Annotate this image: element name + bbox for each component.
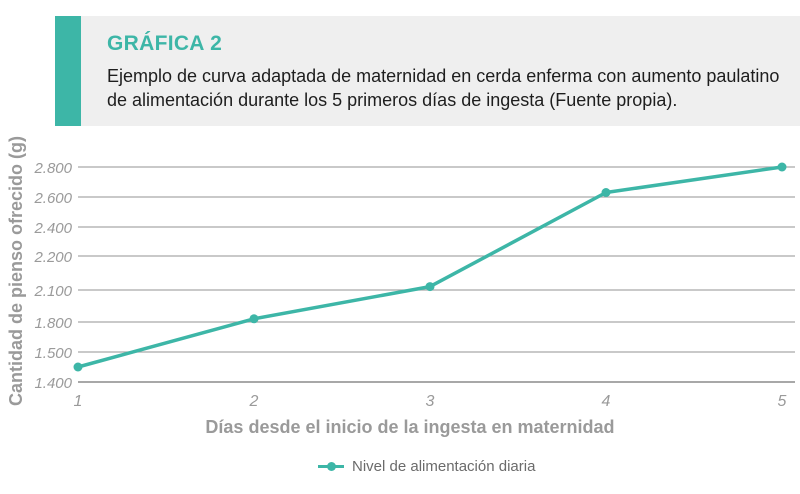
- header-accent-bar: [55, 16, 81, 126]
- data-point: [601, 188, 611, 197]
- data-point: [777, 162, 787, 172]
- y-tick-label: 1.500: [34, 345, 72, 362]
- x-tick-label: 3: [426, 393, 435, 410]
- chart-header: GRÁFICA 2 Ejemplo de curva adaptada de m…: [55, 16, 800, 126]
- legend: Nivel de alimentación diaria: [318, 456, 535, 476]
- x-axis-title: Días desde el inicio de la ingesta en ma…: [205, 417, 614, 437]
- chart-number-label: GRÁFICA 2: [107, 32, 223, 55]
- y-tick-label: 2.200: [33, 249, 72, 266]
- y-tick-label: 2.400: [33, 220, 72, 237]
- legend-label: Nivel de alimentación diaria: [352, 457, 536, 475]
- y-tick-label: 1.800: [34, 315, 72, 332]
- x-tick-label: 1: [74, 393, 83, 410]
- data-point: [425, 282, 435, 292]
- data-point: [249, 314, 259, 324]
- y-tick-label: 2.600: [33, 190, 72, 207]
- chart-title: Ejemplo de curva adaptada de maternidad …: [107, 66, 780, 110]
- y-tick-label: 2.100: [33, 283, 72, 300]
- legend-marker: [318, 456, 344, 476]
- x-tick-label: 5: [778, 393, 787, 410]
- y-tick-label: 1.400: [34, 375, 72, 392]
- y-tick-label: 2.800: [33, 160, 72, 177]
- y-axis-title: Cantidad de pienso ofrecido (g): [6, 136, 26, 406]
- data-point: [73, 362, 83, 372]
- x-tick-label: 4: [602, 393, 611, 410]
- x-tick-label: 2: [249, 393, 259, 410]
